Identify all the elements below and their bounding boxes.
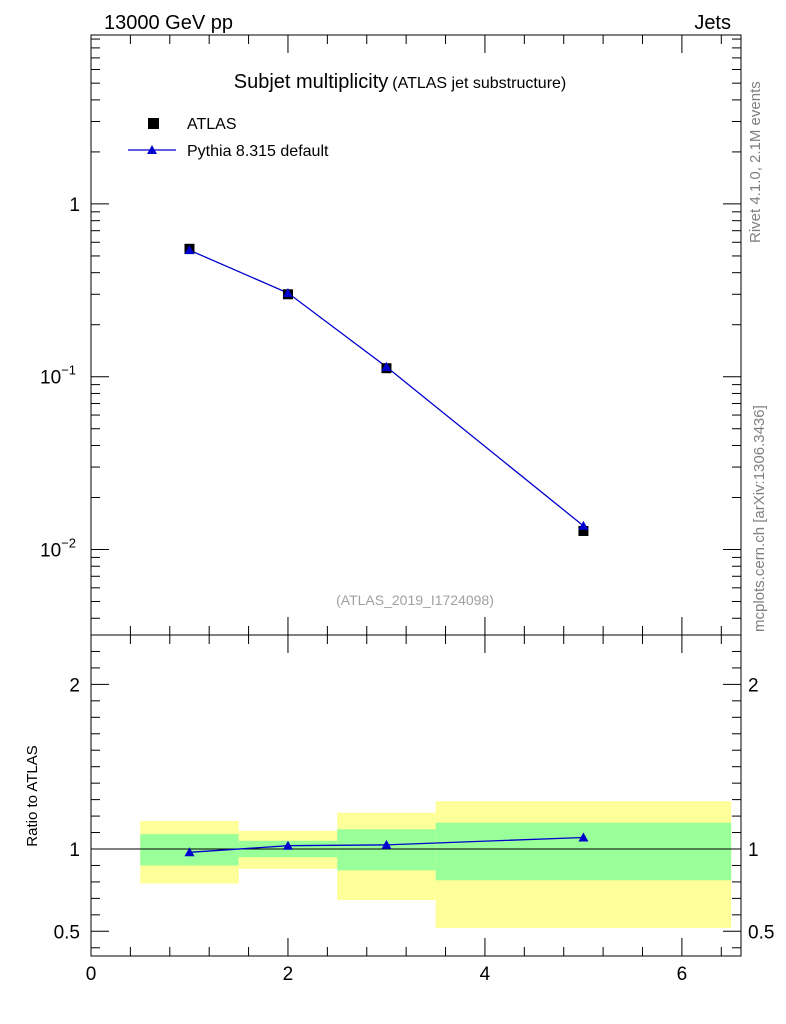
main-panel: 1 10−1 10−2 Subjet multiplicity (ATLAS je… xyxy=(40,34,742,636)
legend-pythia-marker xyxy=(147,145,157,154)
ratio-y-axis-label: Ratio to ATLAS xyxy=(24,745,41,846)
ratio-y-tick-labels-right: 0.5 1 2 xyxy=(748,675,774,943)
pythia-point xyxy=(282,288,293,298)
atlas-point xyxy=(578,525,589,536)
main-data-marks xyxy=(184,243,589,536)
ratio-y-tick-label-right-2: 2 xyxy=(748,675,759,696)
ratio-y-tick-label-2: 2 xyxy=(69,675,80,696)
ratio-panel: 0.5 1 2 0.5 1 2 0 2 4 6 Ratio to ATLAS xyxy=(24,634,774,985)
x-tick-label-4: 4 xyxy=(480,964,491,985)
main-y-tick-labels: 1 10−1 10−2 xyxy=(40,195,80,562)
source-label: mcplots.cern.ch [arXiv:1306.3436] xyxy=(751,405,768,632)
ratio-band-inner xyxy=(337,829,436,871)
ratio-y-ticks xyxy=(91,634,741,949)
pythia-point xyxy=(578,520,589,530)
ratio-pythia-point xyxy=(578,832,589,842)
y-tick-label-0.01: 10−2 xyxy=(40,535,76,561)
ratio-y-tick-label-0.5: 0.5 xyxy=(54,922,80,943)
y-tick-label-1: 1 xyxy=(69,195,80,216)
ratio-band-inner xyxy=(435,822,732,881)
ratio-pythia-point xyxy=(381,839,392,849)
plot-title: Subjet multiplicity (ATLAS jet substructu… xyxy=(234,71,567,93)
legend-pythia-label: Pythia 8.315 default xyxy=(187,143,329,160)
main-x-ticks xyxy=(90,35,722,635)
category-label: Jets xyxy=(694,12,731,34)
x-tick-labels: 0 2 4 6 xyxy=(86,964,687,985)
pythia-point xyxy=(184,245,195,255)
rivet-version-label: Rivet 4.1.0, 2.1M events xyxy=(747,81,764,243)
main-y-ticks xyxy=(91,38,741,619)
ratio-plot-frame xyxy=(90,634,742,957)
ratio-x-ticks xyxy=(90,635,722,956)
ratio-y-tick-label-right-1: 1 xyxy=(748,840,759,861)
legend: ATLAS Pythia 8.315 default xyxy=(128,116,329,160)
ratio-y-tick-labels-left: 0.5 1 2 xyxy=(54,675,80,943)
x-tick-label-2: 2 xyxy=(283,964,294,985)
legend-atlas-label: ATLAS xyxy=(187,116,237,133)
energy-label: 13000 GeV pp xyxy=(104,12,233,34)
ratio-pythia-point xyxy=(184,847,195,857)
ratio-data-marks xyxy=(184,832,589,857)
legend-atlas-marker xyxy=(148,118,159,129)
ratio-pythia-line xyxy=(189,836,584,853)
x-tick-label-6: 6 xyxy=(677,964,688,985)
y-tick-label-0.1: 10−1 xyxy=(40,363,76,389)
ratio-y-tick-label-right-0.5: 0.5 xyxy=(748,922,774,943)
x-tick-label-0: 0 xyxy=(86,964,97,985)
ratio-pythia-point xyxy=(282,840,293,850)
pythia-line xyxy=(189,249,584,527)
ratio-uncertainty-bands xyxy=(140,801,732,929)
analysis-id-label: (ATLAS_2019_I1724098) xyxy=(336,592,494,608)
pythia-point xyxy=(381,361,392,371)
ratio-y-tick-label-1: 1 xyxy=(69,840,80,861)
